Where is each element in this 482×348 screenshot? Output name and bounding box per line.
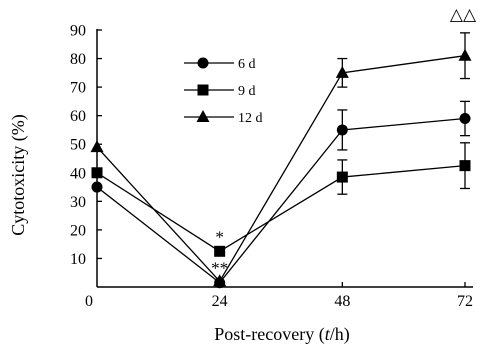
- annotations: ***△△: [211, 5, 477, 277]
- significance-marker: *: [215, 227, 224, 246]
- series-line: [96, 164, 466, 253]
- y-tick-label: 30: [70, 194, 86, 211]
- y-tick-label: 50: [70, 137, 86, 154]
- legend-label: 9 d: [238, 84, 256, 99]
- x-tick-label: 72: [457, 293, 473, 310]
- y-tick-label: 10: [70, 251, 86, 268]
- x-tick-label: 0: [85, 293, 93, 310]
- legend-circle-icon: [197, 57, 209, 69]
- x-axis-title-suffix: /h): [330, 324, 350, 345]
- x-axis-title: Post-recovery (t/h): [214, 324, 349, 345]
- circle-marker: [459, 113, 471, 125]
- axes: 10 20 30 40 50 60 70 80 90 0 24 48 72: [70, 23, 473, 310]
- significance-marker: **: [211, 258, 228, 277]
- y-tick-label: 90: [70, 23, 86, 40]
- square-marker: [214, 245, 226, 257]
- legend-item: 12 d: [184, 110, 263, 126]
- legend: 6 d 9 d 12 d: [184, 57, 263, 126]
- square-marker: [459, 160, 471, 172]
- legend-square-icon: [197, 84, 209, 96]
- significance-marker: △△: [450, 5, 477, 24]
- triangle-marker: [213, 274, 227, 287]
- y-tick-label: 80: [70, 51, 86, 68]
- legend-item: 9 d: [184, 84, 256, 99]
- y-tick-label: 60: [70, 108, 86, 125]
- series-layer: [90, 32, 472, 289]
- square-marker: [91, 167, 103, 179]
- y-tick-label: 70: [70, 80, 86, 97]
- legend-triangle-icon: [196, 110, 210, 122]
- x-axis-title-variable: t: [325, 324, 331, 344]
- circle-marker: [336, 124, 348, 136]
- legend-label: 6 d: [238, 57, 256, 72]
- triangle-marker: [335, 65, 349, 78]
- triangle-marker: [90, 140, 104, 153]
- y-tick-label: 20: [70, 222, 86, 239]
- series-triangle: [90, 32, 472, 287]
- x-ticks: 0 24 48 72: [85, 282, 473, 310]
- series-line: [96, 117, 466, 284]
- x-tick-label: 48: [334, 293, 350, 310]
- legend-item: 6 d: [184, 57, 256, 72]
- series-circle: [91, 100, 471, 289]
- series-line: [96, 55, 466, 283]
- square-marker: [336, 171, 348, 183]
- x-axis-title-prefix: Post-recovery (: [214, 324, 324, 345]
- series-square: [91, 142, 471, 257]
- x-tick-label: 24: [212, 293, 228, 310]
- triangle-marker: [458, 48, 472, 61]
- y-axis-title: Cytotoxicity (%): [8, 114, 29, 235]
- circle-marker: [91, 181, 103, 193]
- legend-label: 12 d: [238, 111, 263, 126]
- y-tick-label: 40: [70, 165, 86, 182]
- y-ticks: 10 20 30 40 50 60 70 80 90: [70, 23, 102, 268]
